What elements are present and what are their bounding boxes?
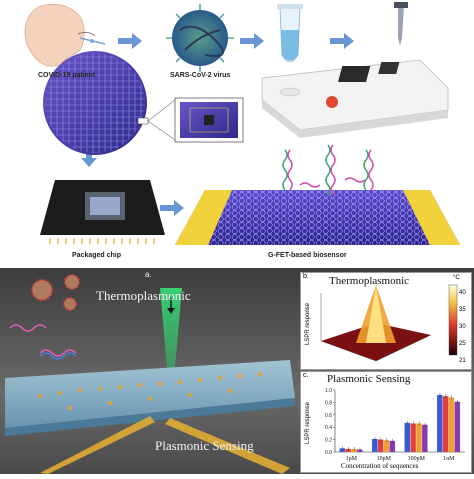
colorbar-ticks: 40 35 30 25 21 bbox=[459, 285, 466, 370]
panel-b-ylabel: LSPR response bbox=[305, 302, 312, 346]
y-tick-label: 0.4 bbox=[325, 425, 332, 431]
colorbar-tick: 35 bbox=[459, 307, 466, 313]
patient-illustration bbox=[24, 3, 106, 67]
x-tick-label: 100pM bbox=[408, 456, 426, 462]
chart-bar bbox=[404, 422, 410, 452]
pipette-illustration bbox=[394, 2, 408, 46]
colorbar-tick: 30 bbox=[459, 324, 466, 330]
y-tick-label: 0.6 bbox=[325, 413, 332, 419]
label-biosensor: G-FET-based biosensor bbox=[268, 252, 347, 259]
chart-bar bbox=[357, 449, 363, 452]
thermo-surface-plot bbox=[320, 284, 458, 362]
chart-bar bbox=[339, 448, 345, 452]
chart-bar bbox=[377, 439, 384, 452]
panel-c-title: Plasmonic Sensing bbox=[327, 373, 411, 385]
virus-particles bbox=[31, 274, 80, 311]
plasmonic-bar-chart: 1.0 0.8 0.6 0.4 0.2 0.0 1pM 10pM 100pM 1nM bbox=[325, 388, 465, 462]
colorbar-tick: 25 bbox=[459, 341, 466, 347]
top-workflow-panel: COVID-19 patient SARS-CoV-2 virus Packag… bbox=[24, 2, 460, 259]
colorbar-unit: °C bbox=[453, 275, 460, 281]
plasmonic-sensing-title: Plasmonic Sensing bbox=[155, 438, 254, 453]
wafer-illustration bbox=[43, 51, 176, 155]
y-tick-label: 1.0 bbox=[325, 388, 332, 394]
y-tick-label: 0.2 bbox=[325, 438, 332, 444]
chart-bar bbox=[448, 397, 455, 452]
nanoparticles bbox=[38, 372, 262, 410]
panel-b-title: Thermoplasmonic bbox=[329, 275, 410, 287]
panel-a-tag: a. bbox=[145, 270, 152, 279]
plasmonic-illustration bbox=[5, 274, 295, 474]
panel-b-tag: b. bbox=[303, 273, 309, 280]
workflow-arrows bbox=[81, 33, 354, 216]
gfet-biosensor-illustration bbox=[175, 144, 460, 245]
chart-bar bbox=[422, 424, 428, 452]
chip-zoom-illustration bbox=[174, 97, 244, 143]
y-tick-label: 0.8 bbox=[325, 400, 332, 406]
reader-device-illustration bbox=[261, 59, 449, 138]
chart-bar bbox=[410, 423, 416, 452]
virus-illustration bbox=[166, 4, 234, 72]
panel-c-xlabel: Concentration of sequences bbox=[341, 462, 419, 470]
y-tick-label: 0.0 bbox=[325, 450, 332, 456]
x-tick-label: 1nM bbox=[443, 456, 455, 462]
colorbar-tick: 21 bbox=[459, 358, 466, 364]
x-tick-label: 1pM bbox=[346, 456, 358, 462]
laser-beam bbox=[160, 288, 182, 368]
chart-bar bbox=[437, 394, 443, 452]
colorbar-tick: 40 bbox=[459, 290, 466, 296]
rna-strands bbox=[9, 324, 77, 360]
sample-tube-illustration bbox=[277, 4, 303, 62]
chart-bar bbox=[416, 423, 422, 452]
packaged-chip-illustration bbox=[40, 180, 165, 244]
reflected-beam bbox=[165, 418, 290, 474]
workflow-illustration bbox=[24, 2, 460, 245]
glass-substrate bbox=[5, 360, 295, 428]
label-patient: COVID-19 patient bbox=[38, 72, 96, 79]
inset-thermoplasmonic: b. Thermoplasmonic LSPR response °C 40 3… bbox=[300, 272, 472, 370]
inset-plasmonic-sensing: 1.0 0.8 0.6 0.4 0.2 0.0 1pM 10pM 100pM 1nM c. Pla… bbox=[300, 371, 472, 473]
label-packaged-chip: Packaged chip bbox=[72, 252, 122, 259]
chart-bar bbox=[442, 396, 449, 452]
chart-bar bbox=[454, 401, 461, 452]
incident-beam bbox=[40, 416, 155, 474]
panel-c-tag: c. bbox=[303, 372, 309, 379]
chart-bar bbox=[372, 438, 378, 452]
chart-bar bbox=[389, 440, 396, 452]
label-virus: SARS-CoV-2 virus bbox=[170, 72, 231, 79]
panel-c-ylabel: LSPR response bbox=[305, 401, 312, 445]
x-tick-label: 10pM bbox=[377, 456, 392, 462]
thermoplasmonic-title: Thermoplasmonic bbox=[96, 288, 191, 303]
chart-bar bbox=[383, 440, 390, 452]
